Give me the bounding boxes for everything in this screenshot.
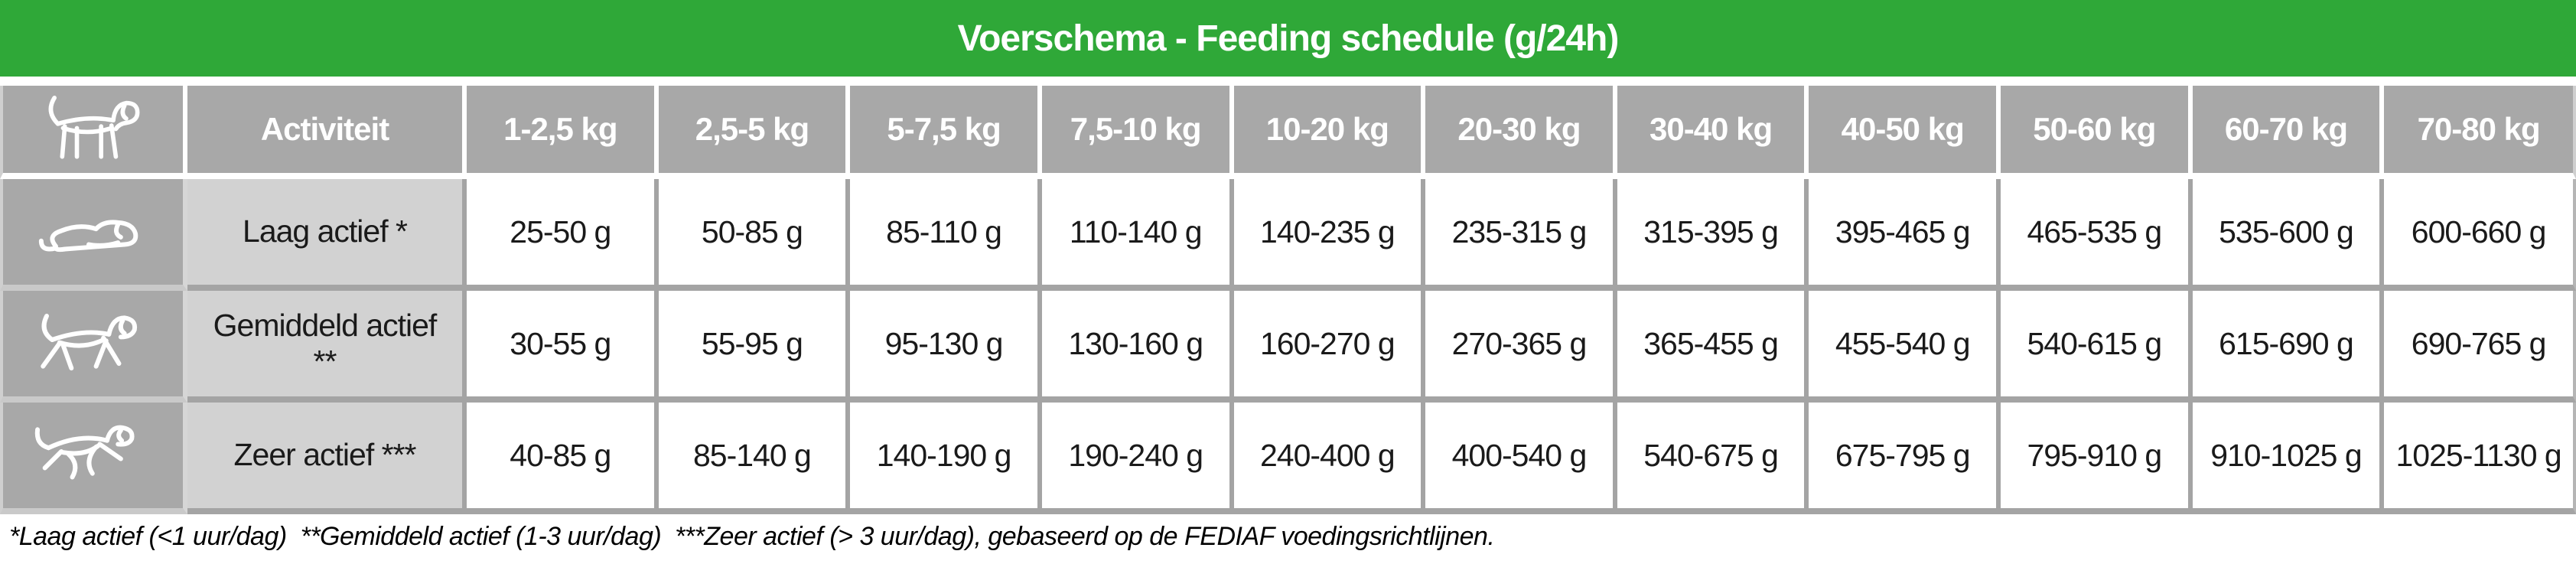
activity-label: Laag actief * (187, 179, 467, 291)
activity-label: Zeer actief *** (187, 403, 467, 514)
feeding-amount-cell: 95-130 g (850, 291, 1042, 403)
table-row-very-active: Zeer actief *** 40-85 g 85-140 g 140-190… (0, 403, 2576, 514)
feeding-amount-cell: 540-615 g (2001, 291, 2193, 403)
column-header-weight: 10-20 kg (1233, 86, 1426, 179)
header-row: Activiteit 1-2,5 kg 2,5-5 kg 5-7,5 kg 7,… (0, 86, 2576, 179)
feeding-amount-cell: 600-660 g (2384, 179, 2576, 291)
feeding-amount-cell: 110-140 g (1041, 179, 1234, 291)
feeding-amount-cell: 615-690 g (2192, 291, 2385, 403)
feeding-amount-cell: 235-315 g (1425, 179, 1617, 291)
column-header-weight: 2,5-5 kg (658, 86, 851, 179)
feeding-amount-cell: 40-85 g (467, 403, 659, 514)
feeding-amount-cell: 85-140 g (658, 403, 851, 514)
column-header-weight: 7,5-10 kg (1041, 86, 1234, 179)
table-row-medium-active: Gemiddeld actief ** 30-55 g 55-95 g 95-1… (0, 291, 2576, 403)
dog-standing-icon (21, 86, 166, 165)
feeding-amount-cell: 140-235 g (1233, 179, 1426, 291)
feeding-amount-cell: 535-600 g (2192, 179, 2385, 291)
page-title: Voerschema - Feeding schedule (g/24h) (957, 18, 1620, 59)
feeding-amount-cell: 315-395 g (1617, 179, 1809, 291)
feeding-amount-cell: 690-765 g (2384, 291, 2576, 403)
column-header-activity: Activiteit (187, 86, 467, 179)
feeding-amount-cell: 455-540 g (1809, 291, 2001, 403)
dog-trotting-icon (21, 298, 166, 382)
column-header-weight: 60-70 kg (2192, 86, 2385, 179)
title-bar: Voerschema - Feeding schedule (g/24h) (0, 0, 2576, 77)
column-header-weight: 1-2,5 kg (467, 86, 659, 179)
row-icon-cell (0, 403, 187, 514)
feeding-amount-cell: 55-95 g (658, 291, 851, 403)
feeding-amount-cell: 240-400 g (1233, 403, 1426, 514)
corner-icon-cell (0, 86, 187, 179)
feeding-amount-cell: 465-535 g (2001, 179, 2193, 291)
column-header-weight: 40-50 kg (1809, 86, 2001, 179)
dog-lying-icon (21, 186, 166, 270)
column-header-weight: 20-30 kg (1425, 86, 1617, 179)
feeding-amount-cell: 540-675 g (1617, 403, 1809, 514)
feeding-amount-cell: 130-160 g (1041, 291, 1234, 403)
feeding-amount-cell: 25-50 g (467, 179, 659, 291)
feeding-amount-cell: 30-55 g (467, 291, 659, 403)
row-icon-cell (0, 179, 187, 291)
feeding-amount-cell: 675-795 g (1809, 403, 2001, 514)
feeding-amount-cell: 160-270 g (1233, 291, 1426, 403)
column-header-weight: 50-60 kg (2001, 86, 2193, 179)
column-header-weight: 5-7,5 kg (850, 86, 1042, 179)
activity-label: Gemiddeld actief ** (187, 291, 467, 403)
feeding-amount-cell: 85-110 g (850, 179, 1042, 291)
row-icon-cell (0, 291, 187, 403)
feeding-amount-cell: 910-1025 g (2192, 403, 2385, 514)
feeding-amount-cell: 270-365 g (1425, 291, 1617, 403)
column-header-weight: 70-80 kg (2384, 86, 2576, 179)
feeding-amount-cell: 1025-1130 g (2384, 403, 2576, 514)
footnote: *Laag actief (<1 uur/dag) **Gemiddeld ac… (9, 522, 1495, 551)
dog-galloping-icon (21, 409, 166, 494)
column-header-weight: 30-40 kg (1617, 86, 1809, 179)
feeding-amount-cell: 400-540 g (1425, 403, 1617, 514)
feeding-amount-cell: 140-190 g (850, 403, 1042, 514)
feeding-amount-cell: 795-910 g (2001, 403, 2193, 514)
feeding-table: Activiteit 1-2,5 kg 2,5-5 kg 5-7,5 kg 7,… (0, 86, 2576, 514)
feeding-amount-cell: 395-465 g (1809, 179, 2001, 291)
feeding-amount-cell: 365-455 g (1617, 291, 1809, 403)
table-row-low-active: Laag actief * 25-50 g 50-85 g 85-110 g 1… (0, 179, 2576, 291)
feeding-amount-cell: 190-240 g (1041, 403, 1234, 514)
feeding-amount-cell: 50-85 g (658, 179, 851, 291)
